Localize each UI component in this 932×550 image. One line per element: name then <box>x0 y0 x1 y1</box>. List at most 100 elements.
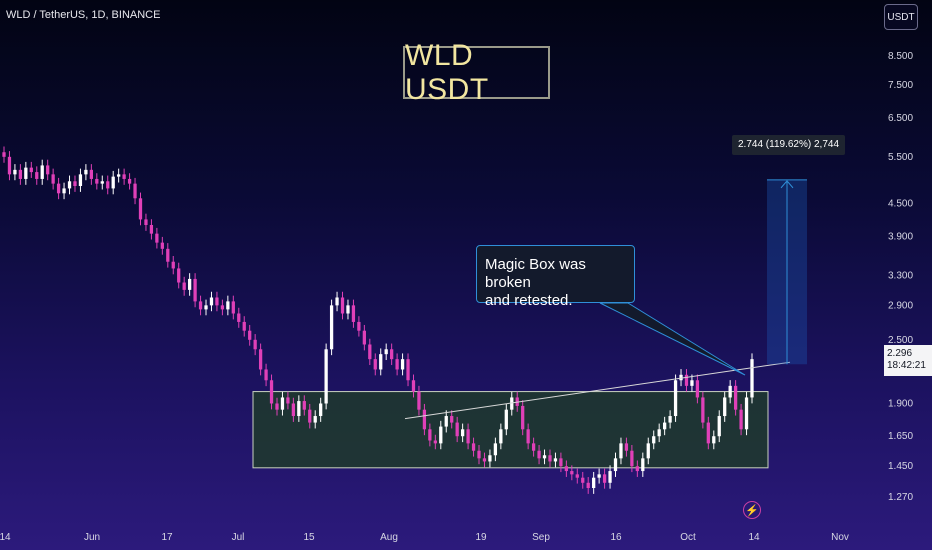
candle <box>531 437 536 457</box>
y-tick-label: 1.900 <box>888 398 913 409</box>
callout-note: Magic Box was broken and retested. <box>476 245 635 309</box>
candle <box>379 348 383 376</box>
candle <box>717 410 721 443</box>
candle <box>439 420 443 450</box>
candle <box>111 170 115 195</box>
x-tick-label: 14 <box>0 532 11 543</box>
candle <box>297 395 301 422</box>
candle <box>673 374 678 422</box>
candle <box>106 175 110 195</box>
candle <box>684 369 689 392</box>
candle <box>362 324 366 351</box>
candle <box>706 416 710 450</box>
x-tick-label: Jun <box>84 532 100 543</box>
lightning-icon[interactable]: ⚡ <box>743 501 761 519</box>
candle <box>613 452 618 477</box>
candle <box>7 151 12 181</box>
candle <box>701 391 705 429</box>
candle <box>373 353 377 376</box>
candle <box>122 168 126 185</box>
candle <box>433 434 437 450</box>
callout-line-1: Magic Box was broken <box>485 256 586 291</box>
callout-line-2: and retested. <box>485 292 573 309</box>
candle <box>144 213 148 231</box>
candle <box>237 307 241 328</box>
candle <box>286 391 290 410</box>
x-tick-label: 17 <box>161 532 173 543</box>
candle <box>357 316 361 337</box>
candle <box>198 295 203 316</box>
candle <box>477 445 481 465</box>
candle <box>744 391 749 436</box>
x-tick-label: Oct <box>680 532 696 543</box>
candle <box>712 430 716 450</box>
currency-button[interactable]: USDT <box>884 4 918 30</box>
candle <box>24 161 28 185</box>
candle <box>117 168 121 183</box>
y-tick-label: 2.900 <box>888 300 913 311</box>
candle <box>493 437 498 462</box>
candle <box>138 192 143 226</box>
x-tick-label: Nov <box>831 532 849 543</box>
candle <box>723 391 727 422</box>
y-tick-label: 8.500 <box>888 51 913 62</box>
candle <box>215 291 219 312</box>
candle <box>488 449 492 468</box>
candle <box>417 385 421 416</box>
candle <box>597 468 601 484</box>
candle <box>406 353 410 387</box>
candle <box>40 159 44 185</box>
x-tick-label: Sep <box>532 532 550 543</box>
candle <box>750 353 754 404</box>
x-tick-label: 14 <box>748 532 760 543</box>
candle <box>264 363 268 387</box>
candle <box>739 403 743 436</box>
measure-label: 2.744 (119.62%) 2,744 <box>732 135 846 155</box>
candle <box>351 299 356 328</box>
candle <box>73 175 77 192</box>
candle <box>193 273 197 308</box>
trendline <box>404 361 791 420</box>
candle <box>160 236 164 255</box>
candle <box>155 227 159 249</box>
candle <box>302 395 306 416</box>
candle <box>171 255 175 275</box>
candle <box>166 243 170 268</box>
candle <box>13 164 17 181</box>
candle <box>630 445 634 473</box>
candle <box>679 369 683 387</box>
candle <box>308 403 312 429</box>
candle <box>95 173 99 190</box>
candle <box>242 316 246 337</box>
candle <box>313 410 317 429</box>
candle <box>2 146 6 163</box>
candle <box>455 416 459 443</box>
candle <box>499 423 503 450</box>
candle <box>29 161 33 178</box>
candle <box>608 465 612 489</box>
candle <box>542 449 547 465</box>
candle <box>450 410 454 429</box>
candle <box>663 416 667 436</box>
candle <box>411 374 416 398</box>
candle <box>657 423 661 443</box>
candle <box>46 159 50 181</box>
candle <box>84 164 88 181</box>
candle <box>291 397 296 422</box>
candle <box>635 460 639 477</box>
y-tick-label: 7.500 <box>888 80 913 91</box>
candle <box>586 477 590 494</box>
y-tick-label: 6.500 <box>888 113 913 124</box>
candle <box>133 177 137 205</box>
candle <box>182 276 186 296</box>
y-tick-label: 4.500 <box>888 198 913 209</box>
candle <box>275 397 279 416</box>
candle <box>78 168 83 192</box>
candle <box>248 324 252 346</box>
y-tick-label: 1.270 <box>888 492 913 503</box>
title-box: WLD USDT <box>403 39 550 106</box>
candle <box>269 374 274 410</box>
candle <box>395 353 399 376</box>
candle <box>510 391 514 416</box>
